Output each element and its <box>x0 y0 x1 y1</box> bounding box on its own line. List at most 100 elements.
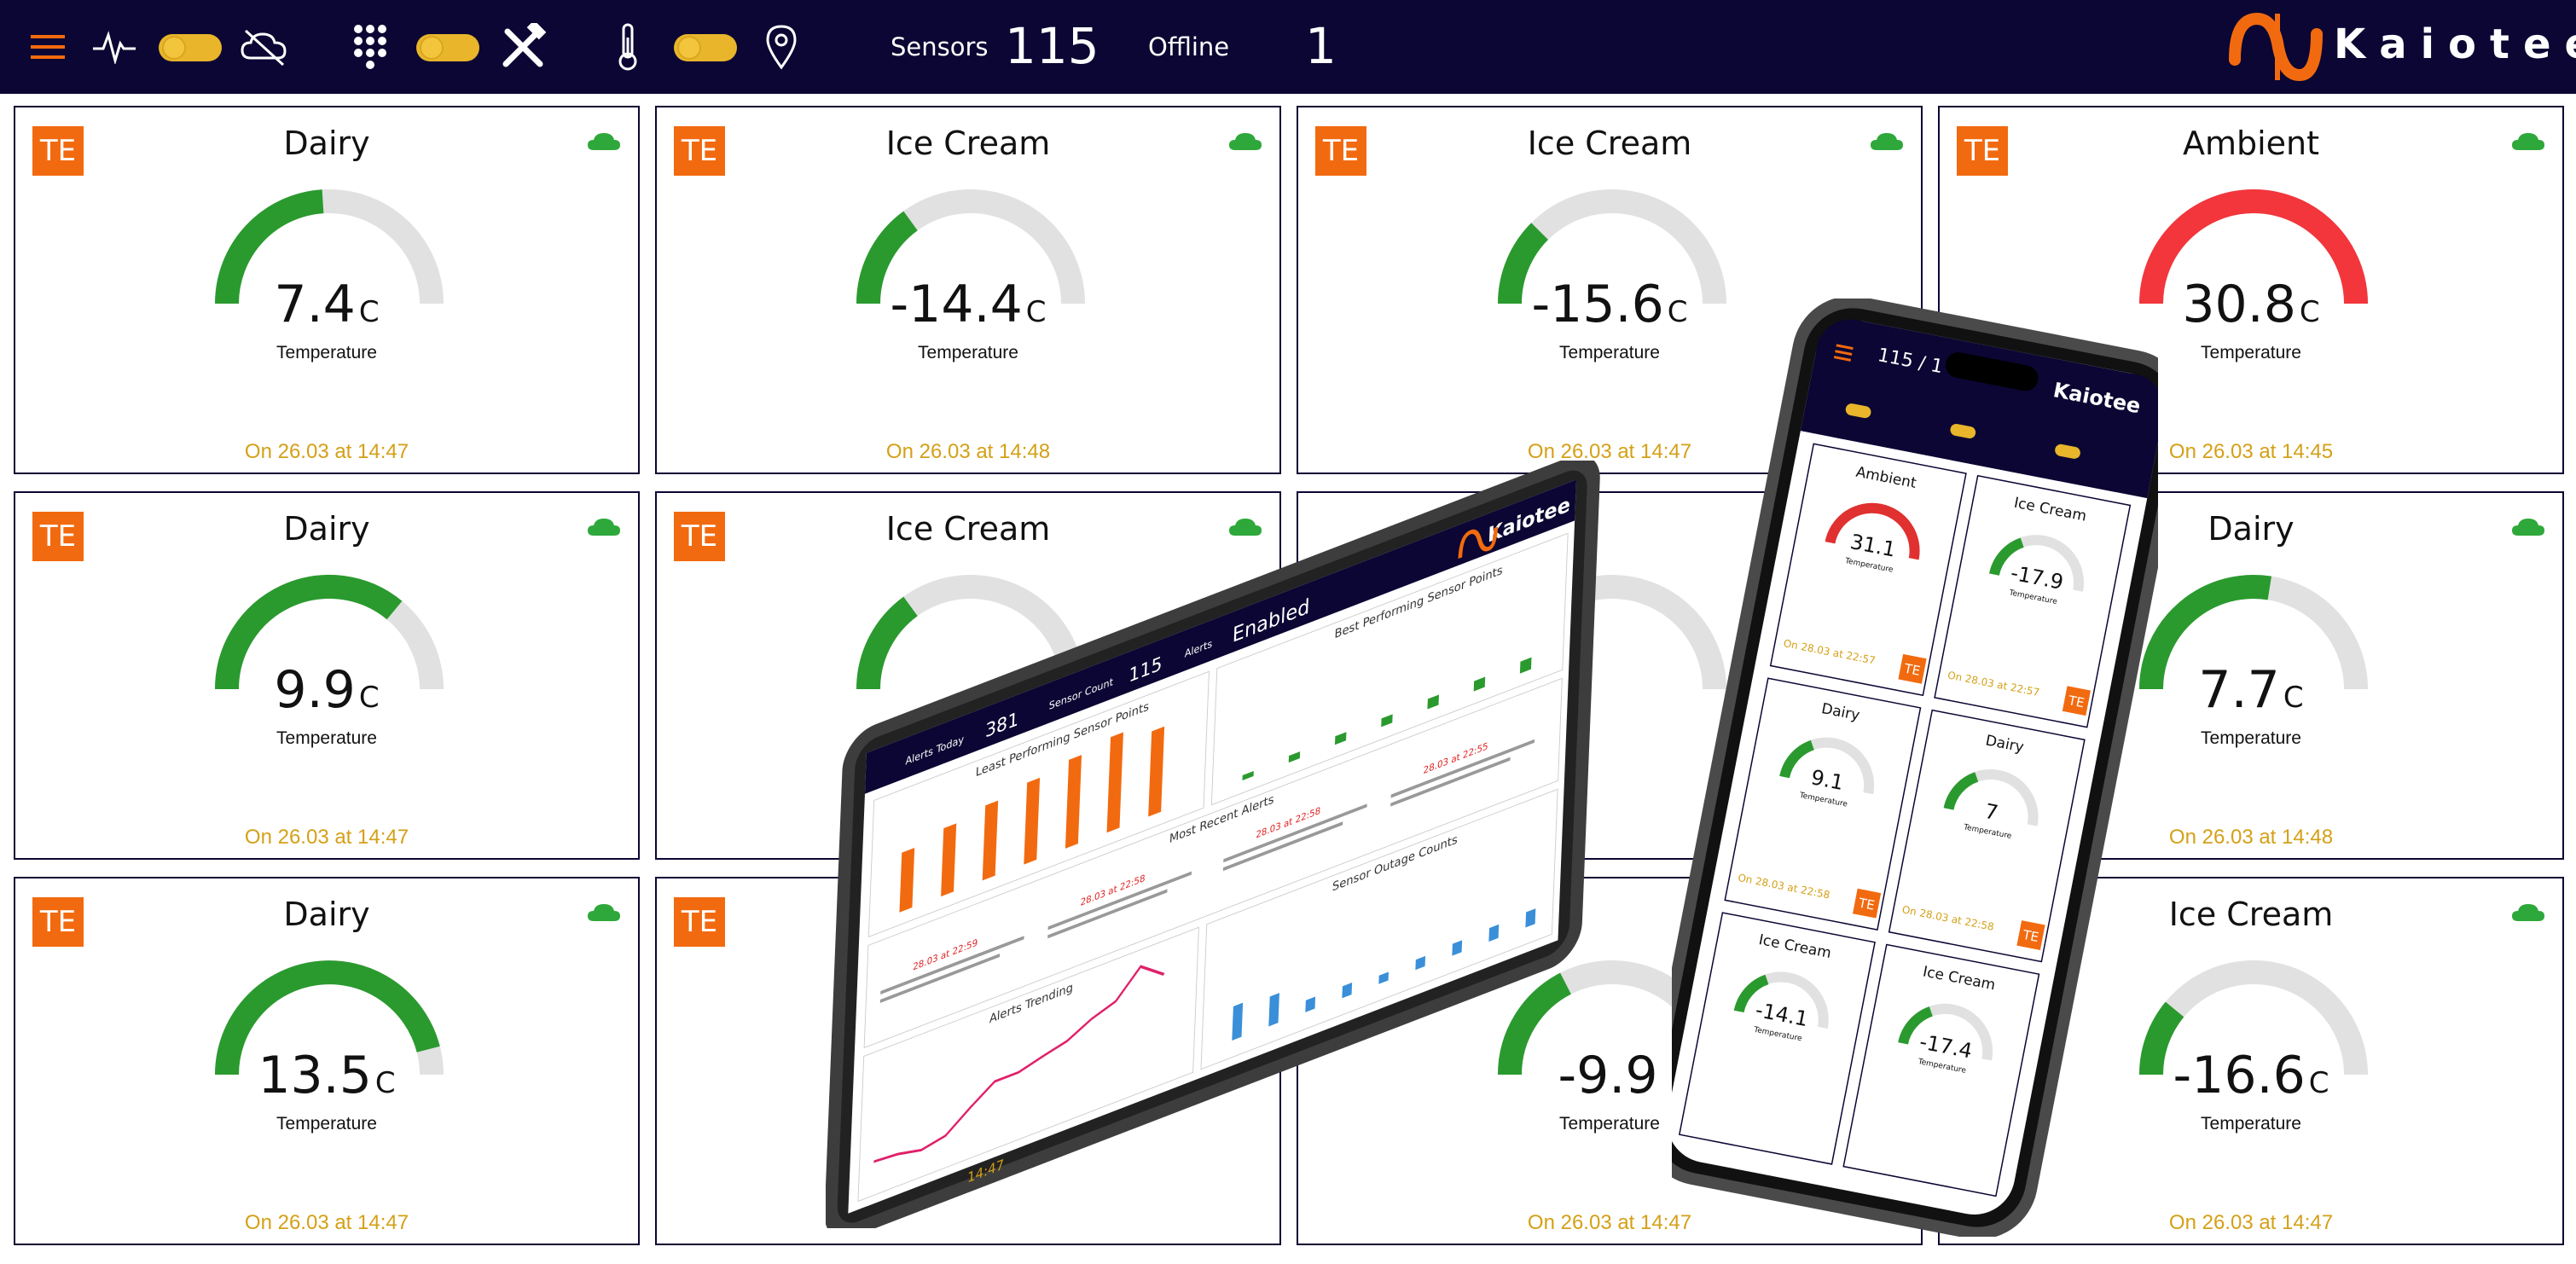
temperature-gauge <box>1497 189 1726 304</box>
sensors-label: Sensors <box>891 32 989 61</box>
phone-sensor-type-badge: TE <box>1857 895 1877 913</box>
temperature-value: -16.6 <box>2173 1046 2306 1105</box>
phone-mockup: 115 / 1 Kaiotee Ambient31.1TemperatureOn… <box>1672 299 2158 1237</box>
best-performing-bars <box>1242 657 1532 780</box>
chart-bar <box>1519 657 1532 674</box>
phone-badge-box <box>2062 686 2092 716</box>
chart-bar <box>982 800 999 881</box>
toggle-switch[interactable] <box>674 34 737 61</box>
card-title: Ice Cream <box>2168 896 2334 933</box>
sensor-card[interactable]: TE Dairy 9.9 C Temperature On 26.03 at 14:47 <box>14 491 640 860</box>
temperature-gauge <box>856 189 1085 304</box>
best-performing-panel <box>1210 532 1569 806</box>
cloud-online-icon <box>1229 133 1262 150</box>
offline-label: Offline <box>1148 32 1230 61</box>
chart-bar <box>1415 955 1426 971</box>
temperature-unit: C <box>374 1066 396 1100</box>
pulse-icon[interactable] <box>89 0 140 94</box>
temperature-value: -9.9 <box>1558 1046 1658 1105</box>
cloud-online-icon <box>1229 519 1262 536</box>
least-performing-bars <box>899 726 1165 913</box>
phone-badge-box <box>1898 653 1927 684</box>
card-title: Ice Cream <box>885 125 1051 162</box>
sensor-type-badge: TE <box>1957 126 2008 176</box>
measurement-label: Temperature <box>2201 343 2301 362</box>
keypad-icon[interactable] <box>350 0 391 94</box>
tools-icon[interactable] <box>495 0 551 94</box>
reading-timestamp: On 26.03 at 14:47 <box>244 1211 409 1234</box>
measurement-label: Temperature <box>918 343 1018 362</box>
phone-gauge-fill <box>1733 974 1769 1013</box>
measurement-label: Temperature <box>276 1114 377 1134</box>
temperature-value: 7.4 <box>274 275 356 334</box>
temperature-readout: 30.8 C <box>1940 275 2562 334</box>
reading-timestamp: On 26.03 at 14:47 <box>2168 1211 2334 1234</box>
toggle-knob <box>420 36 444 60</box>
measurement-label: Temperature <box>276 343 377 362</box>
toggle-switch[interactable] <box>159 34 222 61</box>
sensor-card[interactable]: TE Dairy 7.4 C Temperature On 26.03 at 14:47 <box>14 106 640 474</box>
location-pin-icon[interactable] <box>761 0 802 94</box>
temperature-value: 13.5 <box>258 1046 372 1105</box>
card-title: Dairy <box>2208 510 2295 548</box>
phone-temperature-value: 7 <box>1983 799 2000 825</box>
temperature-unit: C <box>1025 295 1047 329</box>
phone-badge-box <box>2016 920 2045 950</box>
temperature-gauge <box>2139 189 2368 304</box>
phone-badge-box <box>1852 888 1882 919</box>
temperature-unit: C <box>2308 1066 2329 1100</box>
phone-notch <box>1945 352 2039 391</box>
thermometer-icon[interactable] <box>611 0 645 94</box>
chart-bar <box>1473 676 1486 692</box>
temperature-gauge <box>856 575 1085 689</box>
temperature-readout: 7.4 C <box>15 275 638 334</box>
cloud-online-icon <box>588 904 620 921</box>
sensor-type-badge: TE <box>32 897 84 947</box>
reading-timestamp: On 26.03 at 14:47 <box>1527 1211 1692 1234</box>
temperature-value: 9.9 <box>274 660 356 720</box>
alerts-trending-panel <box>857 926 1199 1203</box>
phone-gauge-fill <box>1779 739 1815 779</box>
toggle-switch[interactable] <box>416 34 479 61</box>
chart-bar <box>941 823 957 897</box>
temperature-value: -14.4 <box>890 275 1023 334</box>
chart-bar <box>1334 732 1347 745</box>
hamburger-icon[interactable] <box>24 0 72 94</box>
temperature-value: 7.7 <box>2198 660 2280 720</box>
chart-bar <box>1525 908 1536 928</box>
card-title: Ice Cream <box>1527 125 1692 162</box>
phone-sensor-type-badge: TE <box>1902 660 1922 678</box>
temperature-gauge <box>2138 960 2368 1075</box>
chart-bar <box>1452 940 1463 956</box>
hamburger-icon[interactable] <box>1833 344 1854 362</box>
tablet-screen <box>848 479 1577 1214</box>
cloud-off-icon[interactable] <box>237 0 292 94</box>
temperature-unit: C <box>1667 295 1688 329</box>
chart-bar <box>1305 996 1316 1012</box>
cloud-online-icon <box>2512 133 2544 150</box>
recent-alerts-panel <box>863 677 1563 1049</box>
temperature-readout: -9.9 <box>1298 1046 1921 1105</box>
sensor-card[interactable]: TE Dairy 13.5 C Temperature On 26.03 at 14:4… <box>14 877 640 1245</box>
chart-bar <box>899 848 915 913</box>
sensors-count: 115 <box>1005 17 1099 75</box>
cloud-online-icon <box>588 133 620 150</box>
sensor-type-badge: TE <box>32 512 84 561</box>
alerts-trending-line <box>873 965 1165 1163</box>
tablet-mockup: Alerts Today 381 Sensor Count 115 Alerts… <box>826 461 1600 1228</box>
temperature-unit: C <box>2283 681 2304 715</box>
phone-gauge-fill <box>1898 1006 1934 1045</box>
offline-count: 1 <box>1305 17 1337 75</box>
sensor-card[interactable]: TE Ice Cream -14.4 C Temperature On 26.03 at… <box>655 106 1281 474</box>
sensor-outage-panel <box>1200 788 1558 1070</box>
phone-toolbar-icons[interactable] <box>1845 403 2082 460</box>
temperature-value: -15.6 <box>1531 275 1664 334</box>
sensor-type-badge: TE <box>674 126 725 176</box>
